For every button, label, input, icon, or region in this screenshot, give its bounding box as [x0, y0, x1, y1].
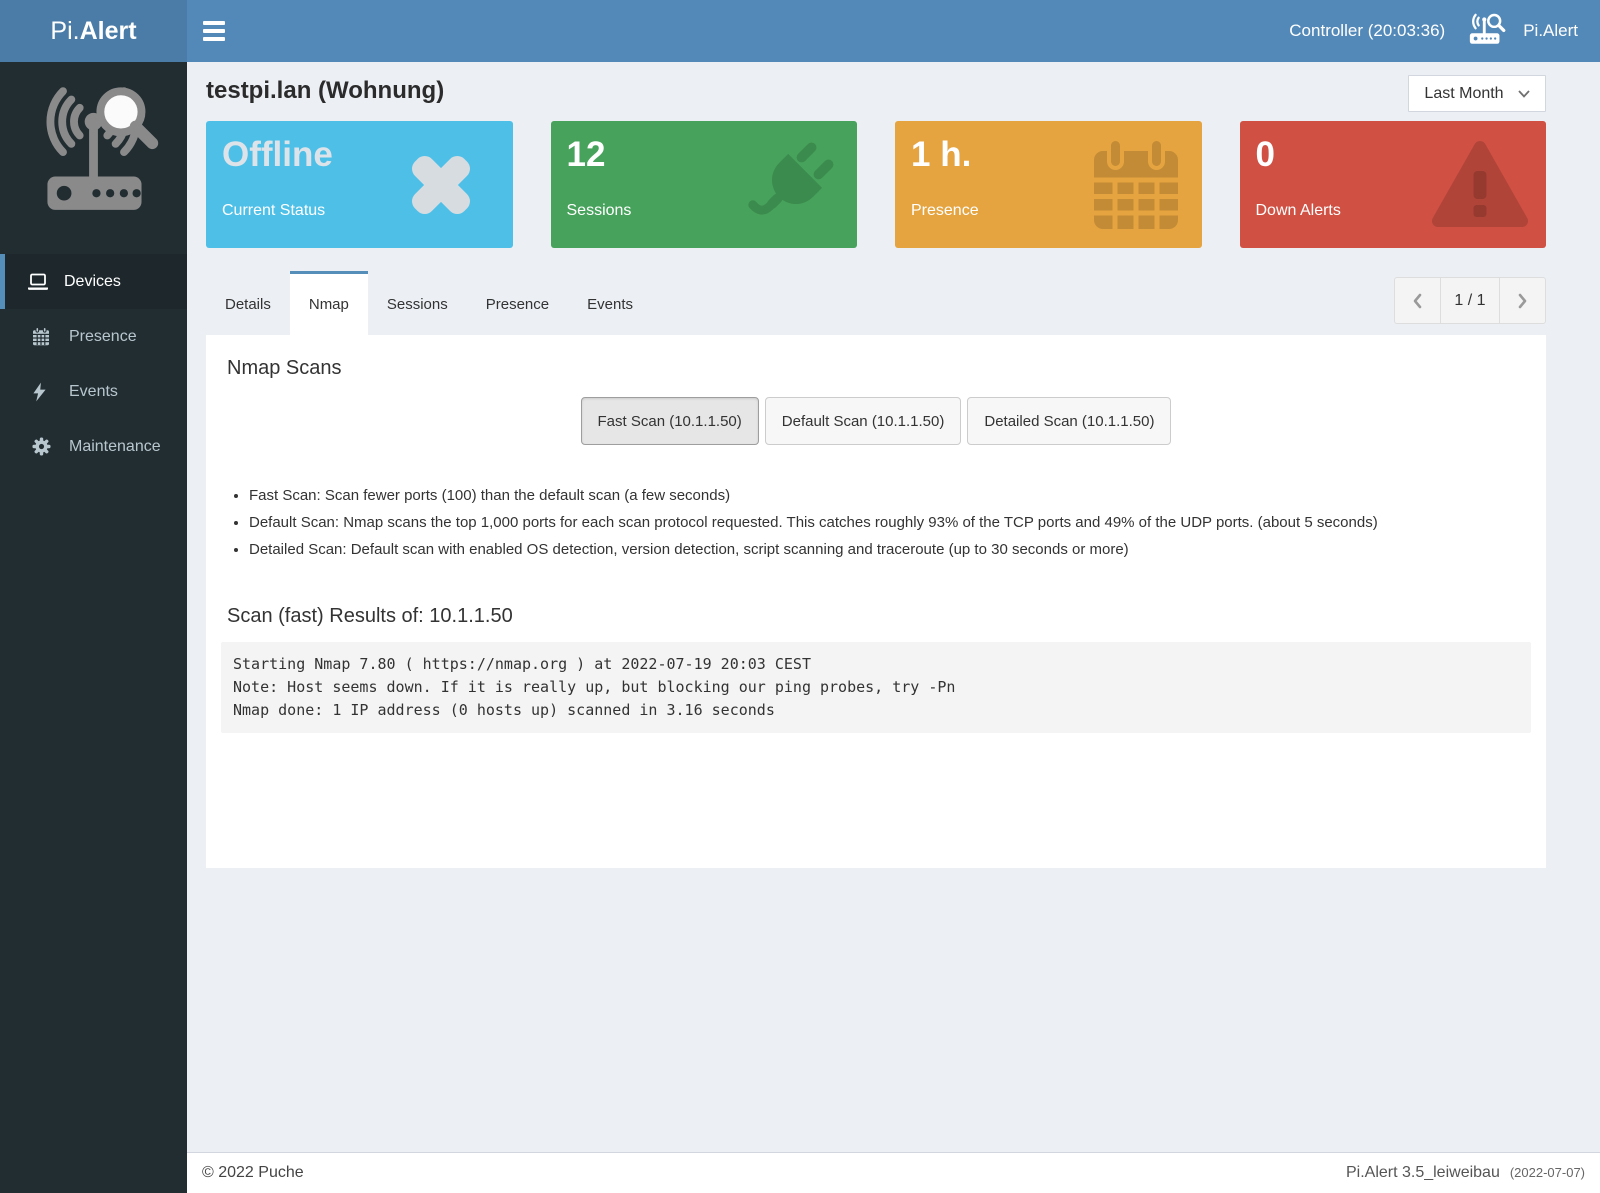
- sidebar-item-events[interactable]: Events: [0, 364, 187, 419]
- navbar-right: Controller (20:03:36): [1289, 12, 1600, 51]
- detailed-scan-button[interactable]: Detailed Scan (10.1.1.50): [967, 397, 1172, 445]
- sidebar-item-label: Maintenance: [69, 437, 161, 455]
- sidebar-menu: Devices Presence Events Maintenance: [0, 254, 187, 474]
- sidebar-item-label: Events: [69, 382, 118, 400]
- tab-events[interactable]: Events: [587, 296, 633, 313]
- sidebar-item-label: Devices: [64, 272, 121, 290]
- card-down-alerts[interactable]: 0 Down Alerts: [1239, 121, 1546, 248]
- tab-presence[interactable]: Presence: [485, 296, 550, 313]
- prev-device-button[interactable]: [1394, 277, 1441, 324]
- scan-note: Fast Scan: Scan fewer ports (100) than t…: [249, 487, 1531, 505]
- tab-details[interactable]: Details: [225, 296, 271, 313]
- sidebar-item-devices[interactable]: Devices: [0, 254, 187, 309]
- page-title: testpi.lan (Wohnung): [206, 77, 445, 104]
- tab-nmap[interactable]: Nmap: [289, 271, 368, 335]
- sidebar-toggle-icon[interactable]: [189, 0, 239, 62]
- card-value: 0: [1255, 135, 1275, 174]
- nmap-panel: Nmap Scans Fast Scan (10.1.1.50) Default…: [206, 335, 1546, 868]
- chevron-right-icon: [1518, 293, 1527, 308]
- footer-copyright: © 2022 Puche: [202, 1164, 304, 1181]
- brand-bold: Alert: [79, 16, 137, 45]
- tab-sessions[interactable]: Sessions: [386, 296, 448, 313]
- calendar-icon: [32, 327, 56, 346]
- x-icon: [411, 156, 470, 214]
- card-sessions[interactable]: 12 Sessions: [550, 121, 857, 248]
- brand-logo[interactable]: Pi. Alert: [0, 0, 187, 62]
- card-value: Offline: [222, 135, 333, 174]
- scan-results-title: Scan (fast) Results of: 10.1.1.50: [227, 605, 513, 627]
- device-pager: 1 / 1: [1394, 277, 1546, 324]
- card-label: Sessions: [566, 202, 632, 220]
- brand-prefix: Pi.: [50, 16, 80, 45]
- laptop-icon: [27, 273, 51, 291]
- chevron-left-icon: [1413, 293, 1422, 308]
- main-content: testpi.lan (Wohnung) Last Month Offline …: [187, 62, 1600, 1152]
- scan-results-output: Starting Nmap 7.80 ( https://nmap.org ) …: [221, 642, 1531, 733]
- card-value: 1 h.: [911, 135, 972, 174]
- fast-scan-button[interactable]: Fast Scan (10.1.1.50): [580, 397, 759, 445]
- scan-note: Detailed Scan: Default scan with enabled…: [249, 541, 1531, 559]
- status-cards: Offline Current Status 12 Sessions: [206, 121, 1546, 248]
- chevron-down-icon: [1517, 89, 1530, 98]
- period-select[interactable]: Last Month: [1408, 75, 1546, 112]
- nmap-section-title: Nmap Scans: [227, 357, 342, 379]
- sidebar-item-label: Presence: [69, 327, 137, 345]
- footer-version: Pi.Alert 3.5_leiweibau: [1345, 1164, 1500, 1181]
- card-presence[interactable]: 1 h. Presence: [895, 121, 1202, 248]
- card-label: Presence: [911, 202, 979, 220]
- sidebar-item-presence[interactable]: Presence: [0, 309, 187, 364]
- default-scan-button[interactable]: Default Scan (10.1.1.50): [764, 397, 962, 445]
- navbar-app-name[interactable]: Pi.Alert: [1523, 21, 1578, 40]
- scan-notes: Fast Scan: Scan fewer ports (100) than t…: [249, 487, 1531, 559]
- card-value: 12: [566, 135, 606, 174]
- scan-note: Default Scan: Nmap scans the top 1,000 p…: [249, 514, 1531, 532]
- plug-icon: [748, 142, 834, 215]
- card-label: Current Status: [222, 202, 326, 220]
- next-device-button[interactable]: [1499, 277, 1546, 324]
- gear-icon: [32, 437, 56, 456]
- page-indicator: 1 / 1: [1441, 277, 1499, 324]
- bolt-icon: [32, 382, 56, 402]
- top-navbar: Pi. Alert Controller (20:03:36): [0, 0, 1600, 62]
- controller-clock[interactable]: Controller (20:03:36): [1289, 21, 1446, 40]
- card-label: Down Alerts: [1255, 202, 1341, 220]
- footer: © 2022 Puche Pi.Alert 3.5_leiweibau (202…: [187, 1152, 1600, 1193]
- warning-icon: [1432, 141, 1528, 227]
- card-current-status[interactable]: Offline Current Status: [206, 121, 513, 248]
- navbar-body: Controller (20:03:36): [187, 0, 1600, 62]
- sidebar: Devices Presence Events Maintenance: [0, 62, 187, 1193]
- period-select-value: Last Month: [1424, 84, 1504, 102]
- calendar-icon: [1093, 137, 1178, 229]
- pialert-logo-icon: [0, 62, 187, 254]
- footer-date: (2022-07-07): [1509, 1165, 1585, 1180]
- sidebar-item-maintenance[interactable]: Maintenance: [0, 419, 187, 474]
- router-search-icon: [1467, 12, 1509, 51]
- scan-buttons: Fast Scan (10.1.1.50) Default Scan (10.1…: [221, 397, 1531, 445]
- device-tabs: Details Nmap Sessions Presence Events 1 …: [206, 271, 1546, 335]
